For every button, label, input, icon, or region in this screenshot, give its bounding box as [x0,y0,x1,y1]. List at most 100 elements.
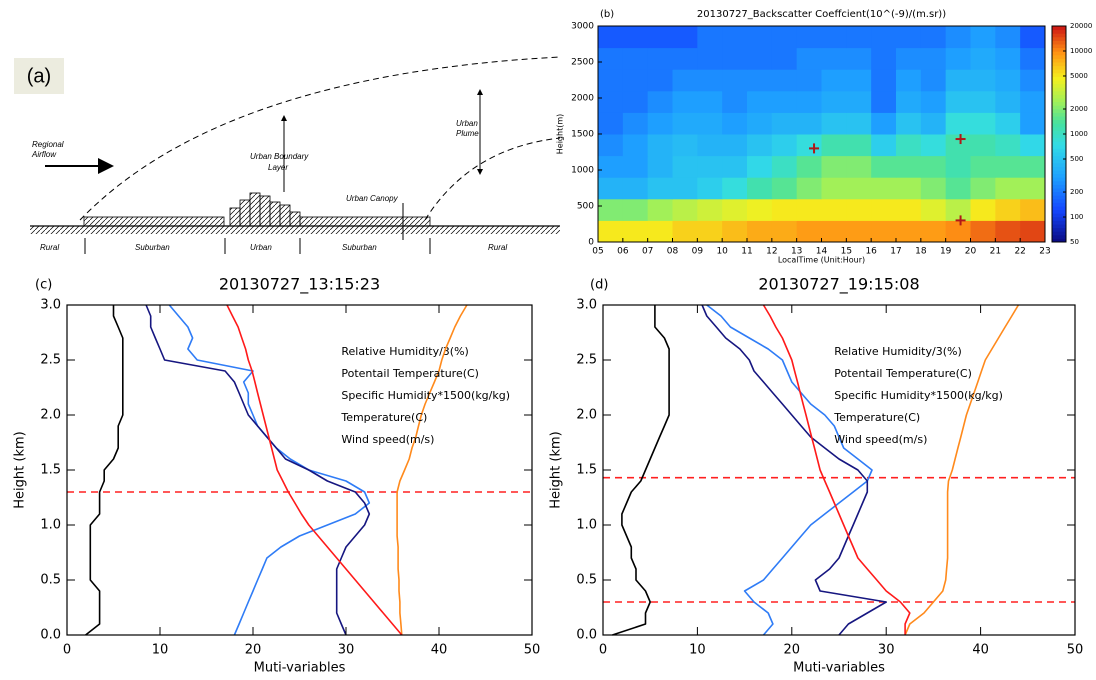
x-tick-label: 09 [692,247,704,257]
heat-cell [1020,112,1046,135]
heat-cell [970,47,996,70]
series-line [904,304,1020,636]
heat-cell [871,134,897,157]
y-tick-label: 1.5 [576,463,597,478]
y-tick-label: 0.0 [576,628,597,643]
marker [809,143,820,154]
colorbar-swatch [1052,119,1066,124]
heat-cell [796,155,822,178]
heat-cell [871,198,897,221]
colorbar-swatch [1052,231,1066,236]
y-axis-label: Height (km) [549,431,564,508]
y-tick-label: 3.0 [40,298,61,313]
heat-cell [771,69,798,92]
x-tick-label: 21 [990,247,1001,257]
heat-cell [672,177,698,200]
colorbar-swatch [1052,159,1066,164]
colorbar-swatch [1052,227,1066,232]
heat-cell [871,47,897,70]
heat-cell [747,220,773,243]
heat-cell [896,112,922,135]
plume-label: Urban [456,119,478,128]
heat-cell [1020,47,1046,70]
heat-cell [920,47,947,70]
heat-cell [722,220,748,243]
colorbar-swatch [1052,170,1066,175]
heat-cell [995,112,1021,135]
x-axis-label: Muti-variables [254,661,346,676]
colorbar-swatch [1052,54,1066,59]
heat-cell [672,47,698,70]
colorbar-swatch [1052,76,1066,81]
legend-entry: Potentail Temperature(C) [341,367,479,380]
heat-cell [598,47,624,70]
colorbar-swatch [1052,130,1066,135]
heat-cell [747,90,773,113]
heat-cell [920,134,947,157]
heat-cell [598,26,624,49]
heat-cell [697,198,723,221]
x-tick-label: 20 [245,643,262,658]
heat-cell [672,198,698,221]
colorbar-swatch [1052,152,1066,157]
heat-cell [945,112,971,135]
y-tick-label: 2.0 [40,408,61,423]
heat-cell [722,177,748,200]
heat-cell [672,69,698,92]
heat-cell [920,26,947,49]
heat-cell [697,26,723,49]
heat-cell [920,198,947,221]
y-tick-label: 3.0 [576,298,597,313]
heat-cell [821,47,847,70]
heat-cell [747,69,773,92]
heat-cell [598,198,624,221]
colorbar-label: 5000 [1070,72,1088,80]
colorbar-swatch [1052,166,1066,171]
y-tick-label: 0.0 [40,628,61,643]
heat-cell [622,198,649,221]
heat-cell [1020,155,1046,178]
y-tick-label: 2.5 [576,353,597,368]
plume-bottom [424,137,561,221]
x-tick-label: 0 [599,643,607,658]
airflow-label: Airflow [31,150,57,159]
y-tick-label: 1.0 [576,518,597,533]
heat-cell [821,69,847,92]
colorbar-swatch [1052,40,1066,45]
heat-cell [846,177,872,200]
x-tick-label: 17 [890,247,901,257]
colorbar-swatch [1052,224,1066,229]
zone-label: Urban [250,243,272,252]
colorbar-swatch [1052,202,1066,207]
x-axis-label: LocalTime (Unit:Hour) [778,256,865,265]
zone-label: Suburban [135,243,170,252]
heat-cell [970,26,996,49]
heat-cell [747,155,773,178]
y-tick-label: 1.5 [40,463,61,478]
colorbar-label: 20000 [1070,22,1092,30]
heat-cell [995,47,1021,70]
x-tick-label: 10 [689,643,706,658]
colorbar-swatch [1052,177,1066,182]
x-tick-label: 23 [1039,247,1050,257]
marker [955,134,966,145]
heat-cell [995,69,1021,92]
colorbar-swatch [1052,105,1066,110]
heat-cell [647,90,673,113]
plume-label: Plume [456,129,479,138]
heat-cell [896,26,922,49]
panel-label: (d) [590,278,608,293]
colorbar-swatch [1052,69,1066,74]
heat-cell [821,90,847,113]
colorbar-swatch [1052,62,1066,67]
heat-cell [995,220,1021,243]
heat-cell [1020,69,1046,92]
x-tick-label: 19 [940,247,952,257]
colorbar-swatch [1052,134,1066,139]
heat-cell [796,69,822,92]
heat-cell [747,198,773,221]
heat-cell [846,220,872,243]
x-tick-label: 08 [667,247,679,257]
heat-cell [821,198,847,221]
